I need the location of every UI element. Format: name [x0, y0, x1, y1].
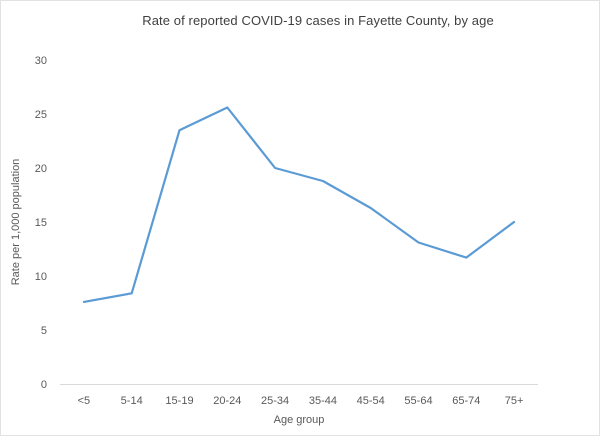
- x-axis-category-label: 25-34: [261, 395, 289, 407]
- x-axis-category-label: 45-54: [357, 395, 385, 407]
- y-axis-tick-label: 5: [41, 325, 47, 337]
- x-axis-category-label: 15-19: [165, 395, 193, 407]
- x-axis-category-label: 75+: [505, 395, 524, 407]
- x-axis-category-label: 5-14: [121, 395, 143, 407]
- x-axis-category-labels: <5 5-14 15-19 20-24 25-34 35-44 45-54 55-64 65-7…: [78, 395, 524, 407]
- y-axis-title: Rate per 1,000 population: [10, 159, 22, 286]
- y-axis-tick-label: 15: [35, 217, 47, 229]
- y-axis-tick-label: 30: [35, 55, 47, 67]
- y-axis-tick-label: 20: [35, 163, 47, 175]
- y-axis-tick-label: 10: [35, 271, 47, 283]
- data-line: [82, 106, 516, 303]
- x-axis-category-label: 20-24: [213, 395, 241, 407]
- x-axis-category-label: 35-44: [309, 395, 337, 407]
- y-axis-tick-label: 25: [35, 109, 47, 121]
- y-axis-tick-label: 0: [41, 379, 47, 391]
- x-axis-category-label: 65-74: [452, 395, 480, 407]
- chart-title: Rate of reported COVID-19 cases in Fayet…: [142, 13, 494, 28]
- x-axis-title: Age group: [274, 414, 325, 426]
- x-axis-category-label: <5: [78, 395, 91, 407]
- y-axis-tick-labels: 0 5 10 15 20 25 30: [35, 55, 47, 391]
- x-axis-category-label: 55-64: [404, 395, 432, 407]
